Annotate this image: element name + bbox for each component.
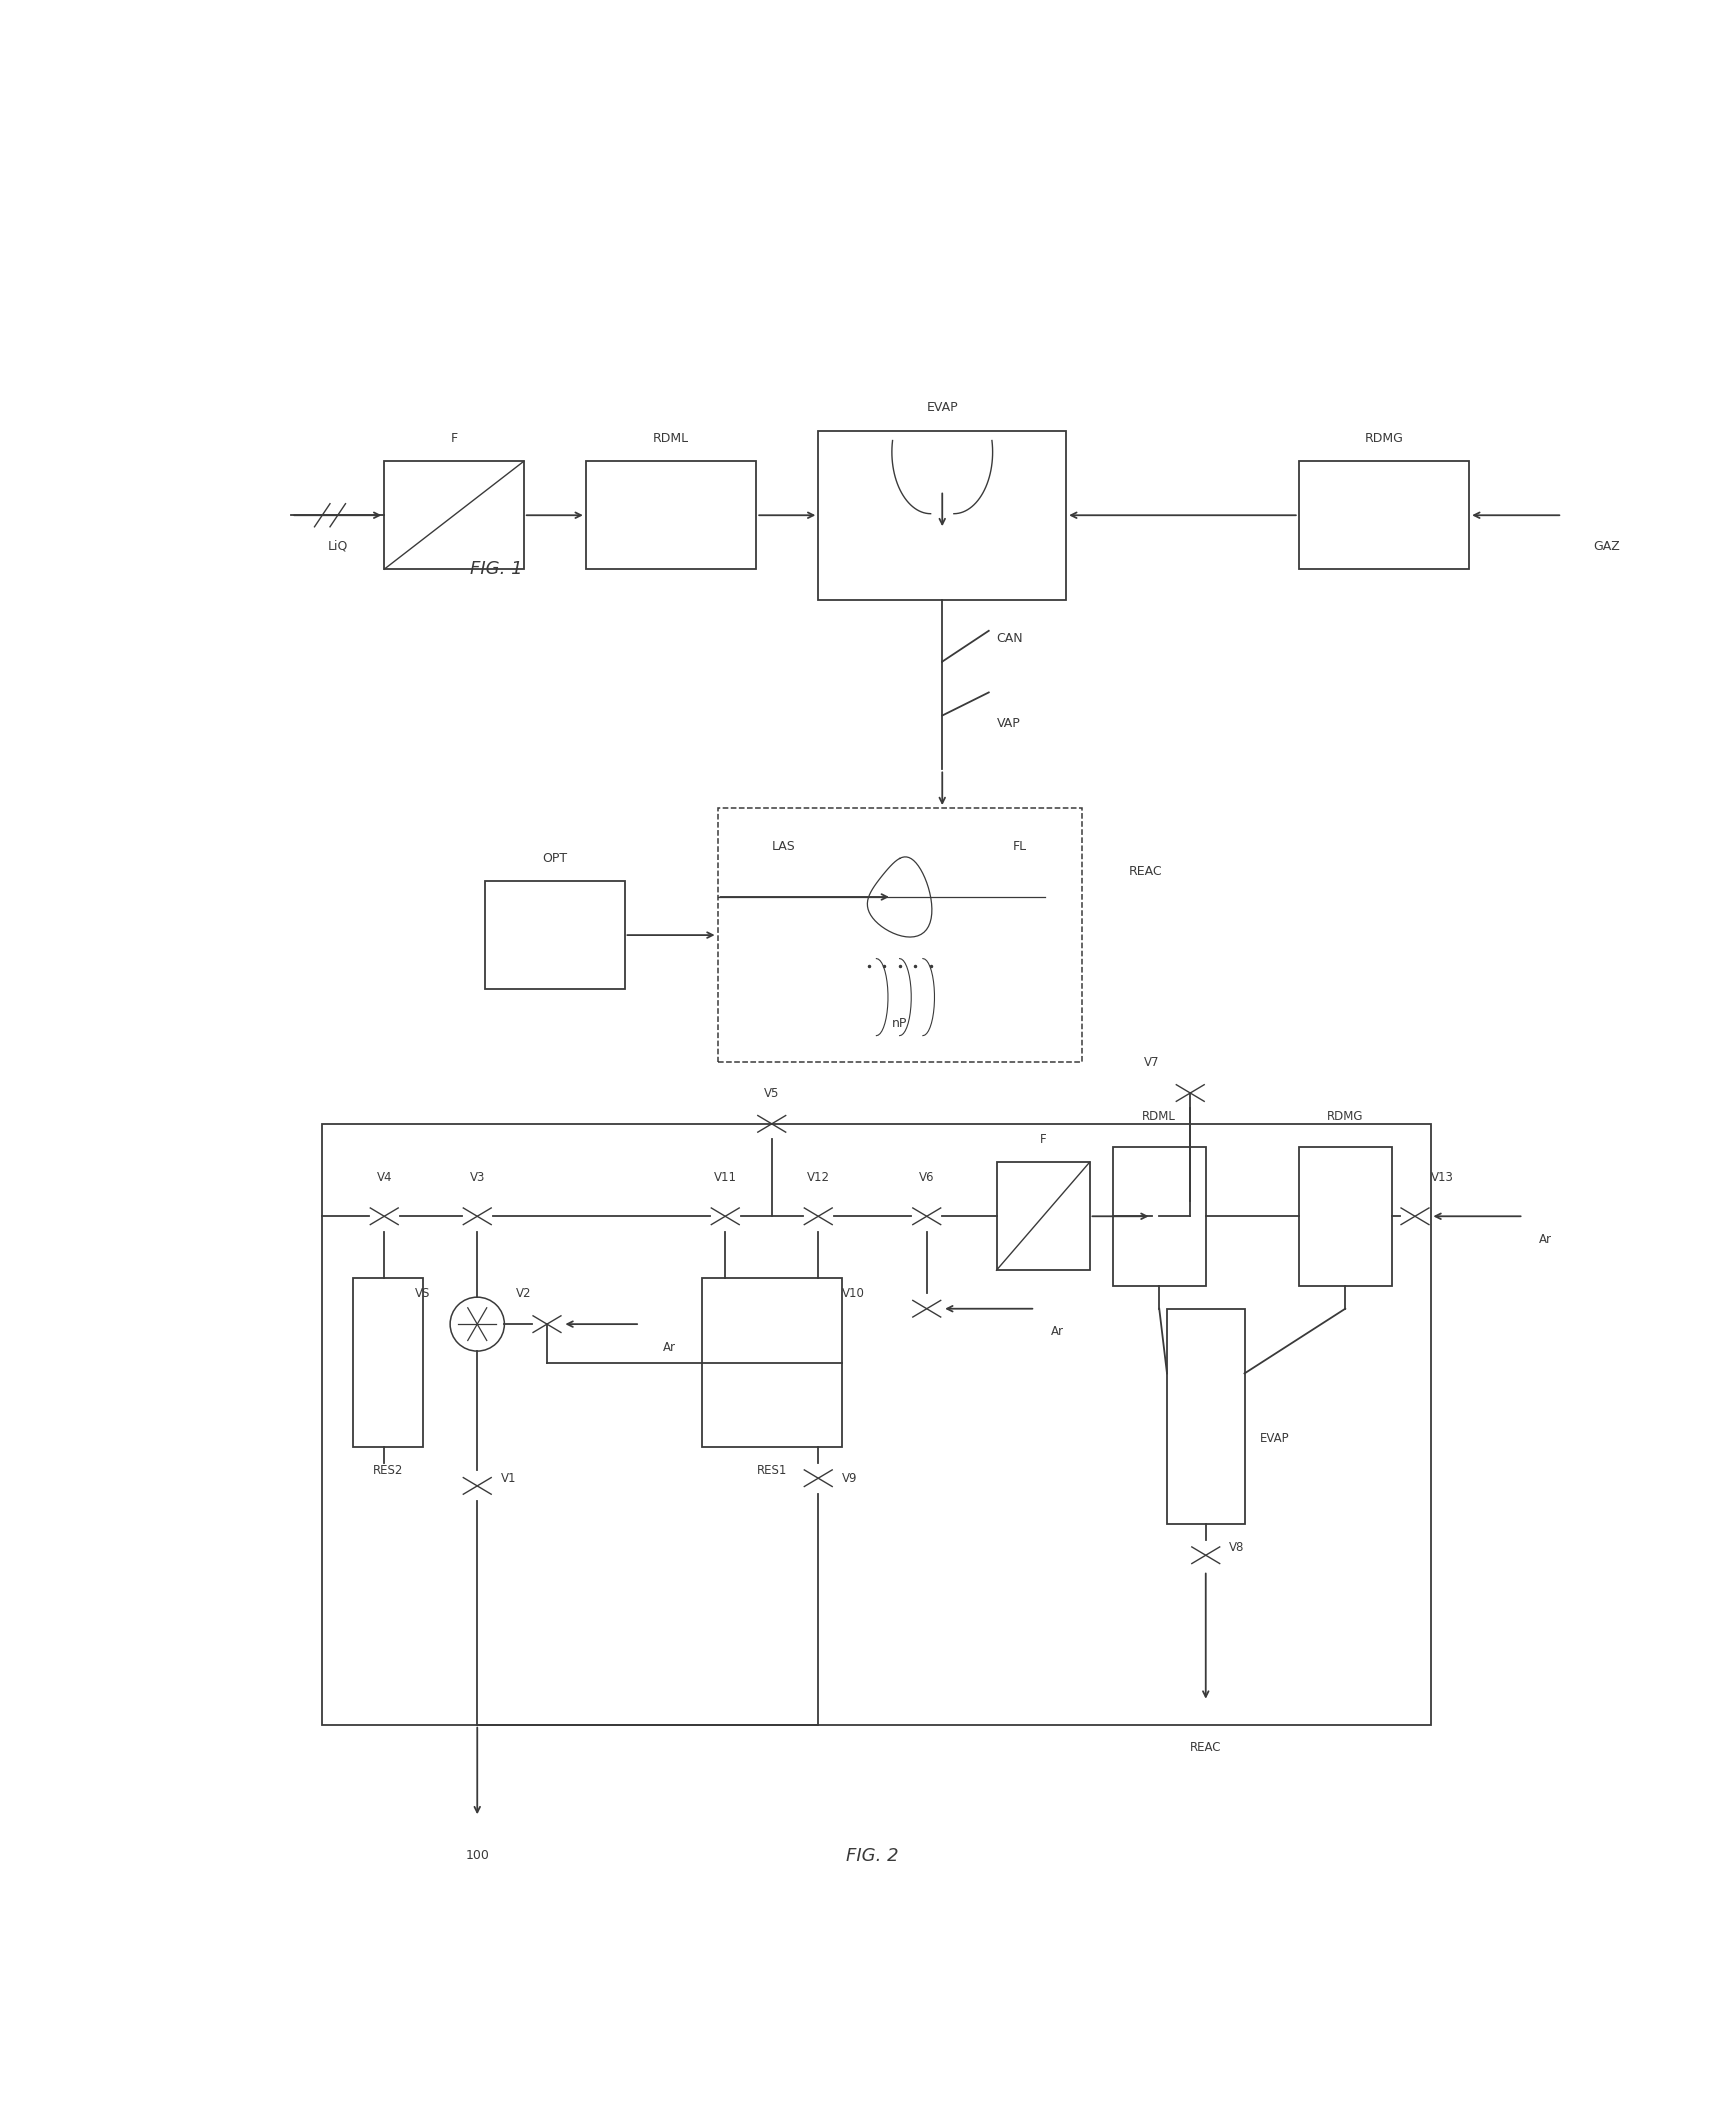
Text: V12: V12 (807, 1172, 829, 1184)
Text: Ar: Ar (1539, 1233, 1553, 1245)
Text: V10: V10 (841, 1288, 865, 1300)
Text: REAC: REAC (1190, 1742, 1221, 1754)
Text: V7: V7 (1144, 1056, 1159, 1068)
Text: LiQ: LiQ (328, 540, 347, 553)
Text: REAC: REAC (1129, 866, 1161, 878)
Text: EVAP: EVAP (1260, 1431, 1289, 1444)
Text: RES2: RES2 (373, 1465, 404, 1478)
Bar (1113, 1146, 1206, 1286)
Text: RDML: RDML (1142, 1110, 1176, 1123)
Text: GAZ: GAZ (1594, 540, 1619, 553)
Text: V13: V13 (1431, 1172, 1454, 1184)
Bar (1166, 1309, 1245, 1524)
Text: F: F (450, 433, 458, 445)
Text: FL: FL (1012, 840, 1026, 853)
Text: V11: V11 (713, 1172, 737, 1184)
Text: 100: 100 (465, 1849, 489, 1862)
Text: VAP: VAP (997, 718, 1021, 730)
Text: RDMG: RDMG (1327, 1110, 1363, 1123)
Text: LAS: LAS (771, 840, 795, 853)
Text: Ar: Ar (1050, 1326, 1064, 1338)
Text: V1: V1 (501, 1471, 516, 1484)
Text: V3: V3 (470, 1172, 486, 1184)
Text: FIG. 1: FIG. 1 (470, 559, 522, 578)
Text: EVAP: EVAP (927, 401, 958, 414)
Bar (385, 462, 523, 570)
Bar (354, 1277, 422, 1448)
Bar (703, 1277, 841, 1448)
Text: RES1: RES1 (756, 1465, 787, 1478)
Bar (997, 1163, 1089, 1271)
Text: V5: V5 (764, 1087, 780, 1100)
Text: VS: VS (416, 1288, 431, 1300)
Text: OPT: OPT (542, 851, 568, 866)
Text: V9: V9 (841, 1471, 857, 1484)
Text: nP: nP (893, 1018, 908, 1030)
Bar (587, 462, 756, 570)
Text: RDML: RDML (653, 433, 689, 445)
Text: V4: V4 (376, 1172, 392, 1184)
Bar (1300, 462, 1469, 570)
Bar (1300, 1146, 1392, 1286)
Bar (819, 431, 1067, 600)
Text: CAN: CAN (997, 631, 1023, 646)
Text: F: F (1040, 1134, 1047, 1146)
Text: Ar: Ar (663, 1340, 675, 1353)
Bar (718, 809, 1082, 1062)
Bar (486, 880, 624, 990)
Text: FIG. 2: FIG. 2 (846, 1847, 899, 1864)
Text: V2: V2 (516, 1288, 532, 1300)
Bar (321, 1123, 1431, 1725)
Text: V6: V6 (918, 1172, 934, 1184)
Text: V8: V8 (1229, 1541, 1245, 1554)
Text: RDMG: RDMG (1365, 433, 1404, 445)
